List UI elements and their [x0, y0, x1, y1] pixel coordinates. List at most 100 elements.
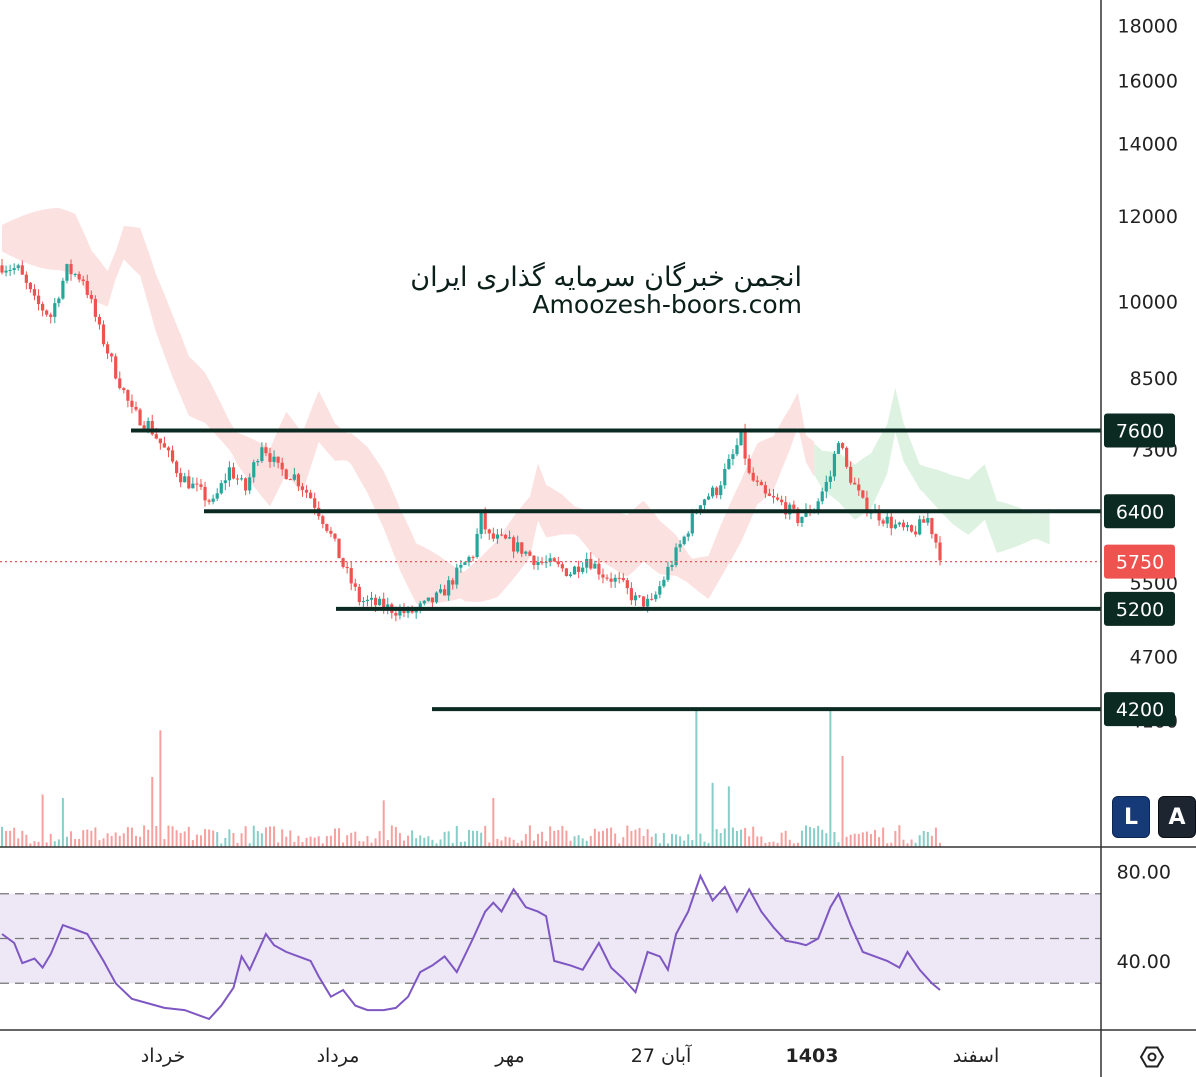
candle-body — [719, 485, 723, 496]
volume-bar — [768, 841, 771, 847]
rsi-tick-label: 80.00 — [1117, 861, 1171, 883]
volume-bar — [894, 831, 897, 847]
volume-bar — [415, 838, 418, 847]
rsi-panel — [0, 873, 1101, 1021]
volume-bar — [159, 730, 162, 847]
candle-body — [223, 480, 227, 484]
volume-bar — [934, 827, 937, 847]
volume-bar — [764, 842, 767, 847]
candle-body — [219, 483, 223, 494]
volume-bar — [333, 828, 336, 847]
volume-bar — [666, 843, 669, 847]
volume-bar — [342, 842, 345, 847]
candle-body — [654, 594, 658, 600]
volume-bar — [532, 840, 535, 847]
volume-bar — [130, 827, 133, 847]
volume-bar — [232, 833, 235, 847]
candle-body — [321, 516, 325, 525]
volume-bar — [821, 829, 824, 847]
log-scale-button[interactable]: L — [1112, 796, 1150, 838]
volume-bar — [638, 827, 641, 847]
volume-bar — [90, 830, 93, 847]
volume-bar — [370, 842, 373, 847]
candle-body — [260, 447, 264, 462]
volume-bar — [126, 827, 129, 847]
candle-body — [897, 522, 901, 525]
candle-body — [203, 486, 207, 501]
volume-bar — [313, 837, 316, 847]
volume-bar — [86, 829, 89, 847]
volume-bar — [744, 827, 747, 847]
candle-body — [36, 295, 41, 305]
auto-scale-button[interactable]: A — [1158, 796, 1196, 838]
volume-bar — [662, 833, 665, 847]
candle-body — [296, 474, 301, 487]
candle-body — [61, 280, 65, 299]
candle-body — [459, 564, 463, 568]
volume-bar — [788, 839, 791, 847]
volume-bar — [480, 832, 483, 847]
last-price-badge: 5750 — [1116, 552, 1164, 574]
candle-body — [800, 516, 804, 523]
candle-body — [727, 459, 731, 469]
volume-bar — [216, 832, 219, 847]
candle-body — [455, 567, 459, 585]
gear-center-icon — [1147, 1052, 1157, 1062]
hexagon-gear-icon — [1139, 1046, 1165, 1068]
volume-bar — [61, 798, 64, 847]
candle-body — [524, 551, 528, 554]
volume-bar — [155, 826, 158, 847]
volume-bar — [467, 829, 470, 847]
volume-bar — [857, 833, 860, 847]
candle-body — [857, 484, 861, 491]
candle-body — [723, 468, 727, 486]
rsi-axis[interactable]: 80.00 40.00 — [1117, 861, 1171, 973]
volume-bar — [715, 829, 718, 847]
candle-body — [65, 264, 69, 281]
volume-bar — [102, 838, 105, 847]
level-badge-4200: 4200 — [1116, 699, 1164, 721]
candle-body — [532, 555, 536, 566]
volume-bar — [175, 830, 178, 847]
volume-bar — [865, 831, 868, 847]
candle-body — [32, 289, 37, 296]
candle-body — [150, 420, 154, 435]
candle-body — [325, 524, 329, 531]
volume-bar — [792, 843, 795, 847]
candle-body — [877, 509, 881, 521]
volume-bar — [752, 826, 755, 847]
candle-body — [849, 466, 853, 483]
chart-settings-button[interactable] — [1139, 1046, 1165, 1068]
candle-body — [520, 542, 524, 554]
volume-bar — [699, 833, 702, 847]
volume-bar — [565, 830, 568, 847]
level-badge-5200-bg — [1104, 591, 1175, 626]
candle-body — [118, 378, 122, 389]
candle-body — [735, 445, 739, 455]
volume-bar — [110, 835, 113, 847]
volume-bar — [878, 837, 881, 847]
volume-bar — [187, 826, 190, 847]
volume-bar — [581, 838, 584, 847]
candle-body — [248, 477, 252, 491]
volume-bar — [228, 829, 231, 847]
candle-body — [617, 577, 621, 579]
candle-body — [589, 558, 593, 569]
volume-bar — [922, 830, 925, 847]
time-axis[interactable]: خرداد مرداد مهر 27 آبان 1403 اسفند — [141, 1043, 999, 1067]
volume-bar — [65, 836, 68, 847]
candle-body — [516, 542, 520, 552]
candle-body — [187, 476, 191, 489]
time-tick-label: خرداد — [141, 1045, 185, 1067]
level-badge-5200: 5200 — [1116, 599, 1164, 621]
volume-bar — [573, 836, 576, 847]
candle-body — [175, 461, 179, 474]
volume-bar — [756, 836, 759, 847]
candle-body — [568, 574, 573, 577]
volume-bar — [634, 829, 637, 847]
volume-bar — [780, 832, 783, 847]
volume-bar — [463, 841, 466, 847]
volume-bar — [504, 836, 507, 847]
support-resistance-levels[interactable] — [131, 428, 1101, 712]
